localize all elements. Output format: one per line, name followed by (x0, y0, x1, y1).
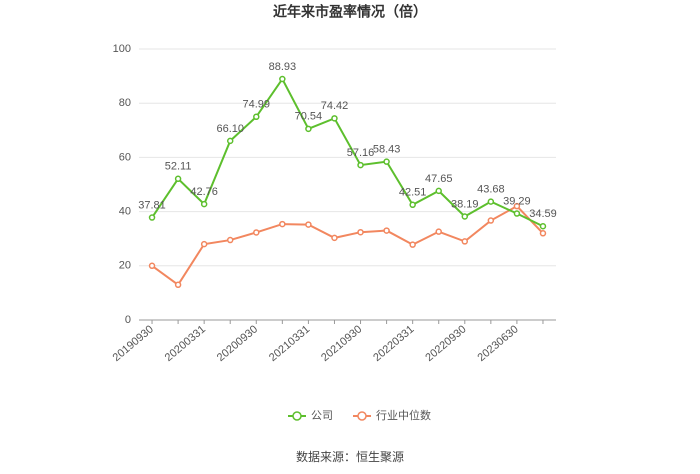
point (461, 238, 469, 245)
point (305, 125, 312, 133)
data-label: 38.19 (451, 198, 479, 210)
point (383, 158, 390, 165)
point (487, 217, 495, 224)
point (148, 214, 156, 221)
x-tick-label: 20200331 (163, 323, 208, 364)
y-tick-label: 100 (113, 43, 131, 55)
data-label: 43.68 (477, 184, 505, 196)
point (435, 187, 442, 195)
x-tick-label: 20210331 (267, 323, 312, 364)
legend-label: 行业中位数 (376, 408, 431, 422)
data-label: 34.59 (529, 208, 557, 220)
data-label: 42.76 (190, 186, 218, 198)
data-label: 70.54 (295, 111, 323, 123)
y-tick-label: 80 (119, 97, 131, 109)
point (383, 227, 390, 234)
series-line (151, 77, 544, 228)
point (539, 223, 547, 230)
x-tick-label: 20220930 (423, 323, 468, 364)
point (331, 115, 338, 122)
series-line (151, 204, 544, 287)
point (200, 240, 208, 248)
y-tick-label: 20 (119, 260, 131, 272)
legend-label: 公司 (311, 410, 333, 422)
data-label: 57.16 (347, 147, 375, 159)
point (409, 241, 416, 248)
point (513, 202, 521, 210)
point (357, 228, 364, 236)
x-tick-label: 20230630 (475, 323, 520, 364)
legend-marker (292, 411, 302, 421)
x-tick-label: 20220331 (371, 323, 416, 364)
point (513, 210, 521, 217)
point (539, 230, 547, 237)
data-label: 39.29 (503, 195, 531, 207)
y-tick-label: 60 (119, 151, 131, 163)
x-tick-label: 20210930 (319, 323, 364, 364)
chart-title: 近年来市盈率情况（倍） (273, 4, 427, 20)
source: 数据来源：恒生聚源 (296, 449, 404, 464)
point (174, 175, 182, 183)
point (226, 236, 234, 244)
point (174, 281, 182, 289)
point (435, 228, 442, 235)
data-label: 47.65 (425, 173, 453, 185)
point (461, 213, 469, 220)
point (357, 161, 364, 169)
data-label: 74.42 (321, 100, 349, 112)
data-label: 88.93 (269, 61, 297, 73)
data-label: 74.99 (243, 99, 271, 111)
data-label: 37.81 (138, 199, 166, 211)
y-tick-label: 40 (119, 206, 131, 218)
data-label: 66.10 (216, 123, 244, 135)
point (253, 113, 260, 121)
point (305, 221, 312, 228)
point (226, 137, 234, 145)
point (253, 229, 260, 236)
data-label: 52.11 (165, 161, 192, 173)
data-label: 58.43 (373, 144, 401, 156)
data-label: 42.51 (399, 187, 427, 199)
x-tick-label: 20190930 (111, 323, 156, 364)
point (279, 220, 286, 228)
point (331, 234, 338, 242)
point (148, 262, 156, 270)
point (487, 198, 495, 205)
point (200, 200, 208, 208)
x-tick-label: 20200930 (215, 323, 260, 364)
point (409, 201, 416, 209)
legend-marker (357, 411, 367, 421)
point (279, 75, 286, 83)
y-tick-label: 0 (125, 314, 131, 326)
